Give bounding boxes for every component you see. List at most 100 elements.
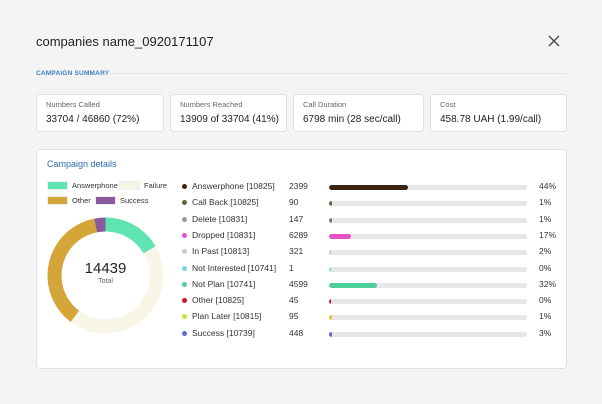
status-name: Success [10739]	[192, 327, 255, 338]
progress-track	[329, 331, 527, 337]
status-count: 4599	[289, 278, 308, 289]
status-name: Not Plan [10741]	[192, 278, 256, 289]
progress-track	[329, 266, 527, 272]
donut-segment	[70, 246, 164, 334]
status-count: 321	[289, 246, 304, 257]
status-row: Not Plan [10741] 4599 32%	[181, 278, 561, 292]
card-value: 33704 / 46860 (72%)	[46, 114, 140, 125]
status-percent: 32%	[539, 278, 557, 289]
progress-fill	[329, 315, 332, 321]
progress-fill	[329, 299, 332, 305]
status-dot	[182, 265, 187, 271]
status-count: 95	[289, 311, 299, 322]
status-count: 448	[289, 327, 304, 338]
donut-chart	[47, 217, 164, 334]
status-dot	[182, 314, 187, 320]
section-label: CAMPAIGN SUMMARY	[36, 70, 110, 77]
donut-segment	[94, 217, 106, 233]
card-value: 13909 of 33704 (41%)	[180, 114, 279, 125]
status-dot	[182, 200, 187, 206]
progress-fill	[329, 233, 351, 239]
status-count: 1	[289, 262, 294, 273]
progress-fill	[329, 331, 332, 337]
status-name: Not Interested [10741]	[192, 262, 277, 273]
status-row: Answerphone [10825] 2399 44%	[181, 180, 561, 194]
card-value: 6798 min (28 sec/call)	[303, 114, 401, 125]
legend-label: Answerphone	[72, 181, 118, 190]
progress-fill	[329, 266, 332, 272]
status-percent: 44%	[539, 181, 557, 191]
status-row: Success [10739] 448 3%	[181, 327, 561, 341]
status-name: Dropped [10831]	[192, 229, 256, 240]
legend-label: Failure	[144, 181, 167, 190]
progress-track	[329, 282, 527, 288]
legend-item: Other	[47, 196, 91, 205]
section-divider	[104, 73, 566, 74]
card-label: Call Duration	[303, 100, 347, 109]
numbers-reached-card: Numbers Reached 13909 of 33704 (41%)	[170, 94, 287, 132]
legend-item: Success	[95, 196, 148, 205]
status-dot	[182, 232, 187, 238]
call-duration-card: Call Duration 6798 min (28 sec/call)	[293, 94, 424, 132]
progress-fill	[329, 185, 409, 190]
campaign-details-panel: Campaign details Answerphone Failure Oth…	[36, 149, 567, 369]
card-value: 458.78 UAH (1.99/call)	[440, 114, 542, 125]
progress-fill	[329, 250, 332, 256]
status-percent: 2%	[539, 246, 552, 257]
card-label: Numbers Reached	[180, 100, 243, 109]
progress-fill	[329, 217, 332, 223]
progress-track	[329, 185, 527, 190]
progress-track	[329, 217, 527, 223]
donut-segment	[47, 218, 97, 322]
progress-fill	[329, 282, 377, 288]
status-dot	[182, 249, 187, 255]
legend-item: Answerphone	[47, 181, 118, 190]
status-percent: 0%	[539, 262, 552, 273]
status-dot	[182, 184, 187, 189]
status-name: Answerphone [10825]	[192, 181, 275, 191]
legend-swatch	[95, 196, 116, 205]
details-title: Campaign details	[47, 159, 117, 169]
progress-track	[329, 201, 527, 207]
status-dot	[182, 330, 187, 336]
numbers-called-card: Numbers Called 33704 / 46860 (72%)	[36, 94, 164, 132]
status-percent: 3%	[539, 327, 552, 338]
legend-label: Other	[72, 196, 91, 205]
modal-title: companies name_0920171107	[36, 34, 214, 49]
status-name: Delete [10831]	[192, 213, 248, 224]
legend-swatch	[47, 196, 68, 205]
status-dot	[182, 281, 187, 287]
status-name: In Past [10813]	[192, 246, 250, 257]
status-percent: 1%	[539, 213, 552, 224]
progress-track	[329, 315, 527, 321]
status-name: Plan Later [10815]	[192, 311, 262, 322]
status-dot	[182, 216, 187, 222]
total-value: 14439	[84, 260, 127, 277]
status-count: 90	[289, 197, 299, 208]
donut-total: 14439 Total	[47, 260, 164, 285]
status-row: Plan Later [10815] 95 1%	[181, 310, 561, 324]
progress-fill	[329, 201, 332, 207]
legend-swatch	[47, 181, 68, 190]
status-name: Call Back [10825]	[192, 197, 259, 208]
progress-track	[329, 233, 527, 239]
total-label: Total	[98, 278, 113, 285]
legend-item: Failure	[119, 181, 167, 190]
legend-swatch	[119, 181, 140, 190]
progress-track	[329, 250, 527, 256]
cost-card: Cost 458.78 UAH (1.99/call)	[430, 94, 567, 132]
status-row: In Past [10813] 321 2%	[181, 245, 561, 259]
status-count: 45	[289, 295, 299, 306]
legend-label: Success	[120, 196, 149, 205]
status-name: Other [10825]	[192, 295, 244, 306]
status-count: 6289	[289, 229, 308, 240]
status-percent: 0%	[539, 295, 552, 306]
status-count: 2399	[289, 181, 308, 191]
card-label: Numbers Called	[46, 100, 100, 109]
close-icon[interactable]	[546, 33, 562, 49]
status-percent: 17%	[539, 229, 557, 240]
progress-track	[329, 299, 527, 305]
status-row: Not Interested [10741] 1 0%	[181, 262, 561, 276]
status-row: Call Back [10825] 90 1%	[181, 196, 561, 210]
